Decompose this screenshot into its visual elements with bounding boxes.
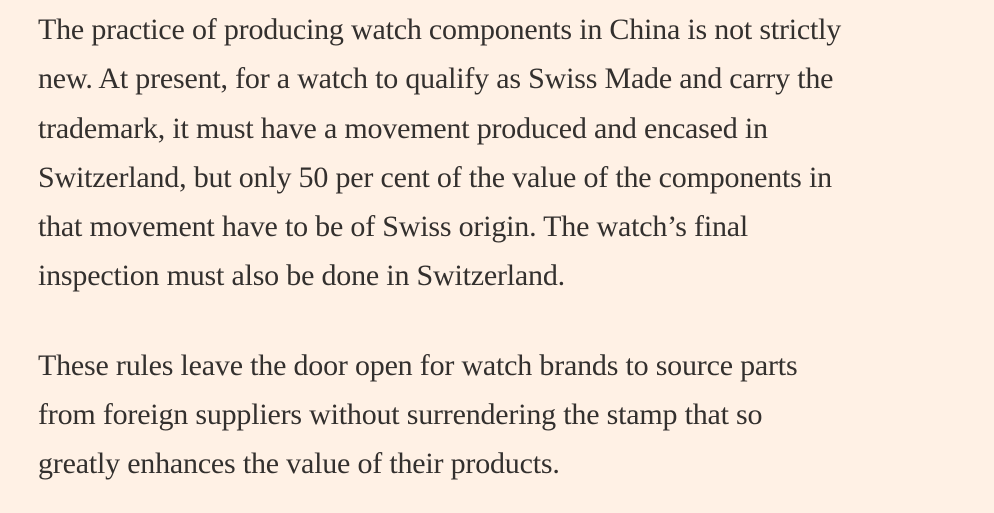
text-line: Switzerland, but only 50 per cent of the… (38, 160, 832, 194)
text-line: The practice of producing watch componen… (38, 13, 842, 46)
text-line: new. At present, for a watch to qualify … (38, 62, 834, 96)
text-line: These rules leave the door open for watc… (38, 348, 798, 382)
text-line: from foreign suppliers without surrender… (38, 398, 763, 432)
text-line: greatly enhances the value of their prod… (38, 447, 560, 481)
paragraph-foreign-suppliers: These rules leave the door open for watc… (38, 341, 976, 489)
paragraph-swiss-made-rules: The practice of producing watch componen… (38, 5, 976, 301)
text-line: inspection must also be done in Switzerl… (38, 259, 565, 293)
text-line: that movement have to be of Swiss origin… (38, 210, 749, 244)
text-line: trademark, it must have a movement produ… (38, 111, 768, 145)
